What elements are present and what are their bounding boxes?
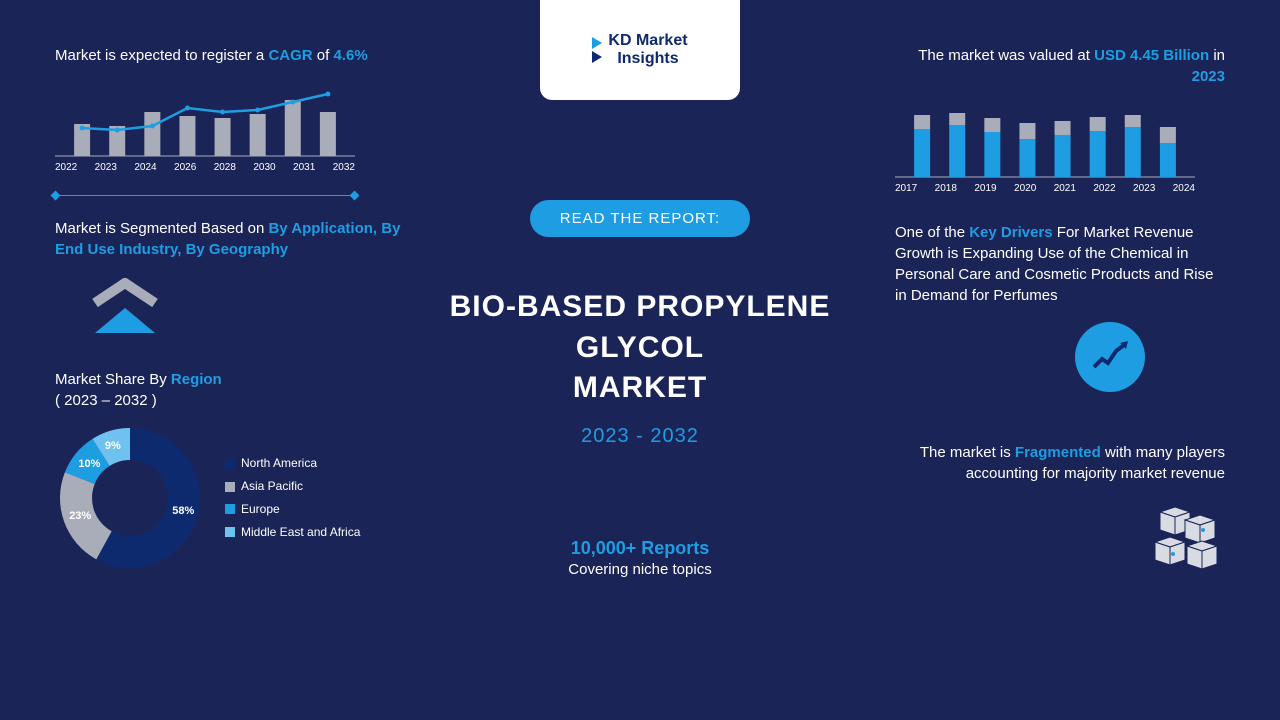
- title-line2: GLYCOL: [576, 331, 704, 364]
- seg-pre: Market is Segmented Based on: [55, 220, 268, 237]
- legend-label: Europe: [241, 498, 280, 521]
- driver-pre: One of the: [895, 224, 969, 241]
- valuation-stacked-chart: [895, 99, 1195, 179]
- reports-subtitle: Covering niche topics: [430, 561, 850, 578]
- year-label: 2024: [134, 162, 156, 173]
- logo-brand: KD Market: [608, 32, 687, 49]
- legend-item: North America: [225, 452, 360, 475]
- donut-slice-pct: 9%: [105, 440, 121, 452]
- cagr-pre: Market is expected to register a: [55, 47, 268, 64]
- logo-sub: Insights: [617, 50, 678, 67]
- donut-slice-pct: 23%: [69, 510, 91, 522]
- legend-item: Asia Pacific: [225, 475, 360, 498]
- divider: [55, 195, 355, 196]
- year-label: 2019: [974, 183, 996, 194]
- center-column: KD Market Insights READ THE REPORT: BIO-…: [430, 0, 850, 578]
- year-label: 2018: [935, 183, 957, 194]
- year-label: 2023: [95, 162, 117, 173]
- val-year: 2023: [1192, 68, 1225, 85]
- segmentation-text: Market is Segmented Based on By Applicat…: [55, 218, 405, 260]
- year-label: 2021: [1054, 183, 1076, 194]
- fragmented-block: The market is Fragmented with many playe…: [895, 442, 1225, 577]
- date-range: 2023 - 2032: [430, 425, 850, 448]
- cagr-label: CAGR: [268, 47, 312, 64]
- legend-label: Asia Pacific: [241, 475, 303, 498]
- valuation-text: The market was valued at USD 4.45 Billio…: [895, 45, 1225, 87]
- year-label: 2032: [333, 162, 355, 173]
- year-label: 2024: [1173, 183, 1195, 194]
- read-report-button[interactable]: READ THE REPORT:: [530, 200, 750, 237]
- fragmented-text: The market is Fragmented with many playe…: [895, 442, 1225, 484]
- logo-text: KD Market Insights: [608, 32, 687, 67]
- fragmented-cubes-icon: [1095, 502, 1225, 577]
- region-pre: Market Share By: [55, 371, 171, 388]
- region-block: Market Share By Region ( 2023 – 2032 ) 5…: [55, 369, 405, 573]
- year-label: 2026: [174, 162, 196, 173]
- val-mid: in: [1213, 47, 1225, 64]
- region-donut-chart: 58% 23% 10% 9%: [55, 423, 205, 573]
- legend-swatch: [225, 527, 235, 537]
- year-label: 2031: [293, 162, 315, 173]
- cagr-mid: of: [317, 47, 334, 64]
- frag-hl: Fragmented: [1015, 444, 1101, 461]
- cagr-value: 4.6%: [333, 47, 367, 64]
- driver-hl: Key Drivers: [969, 224, 1052, 241]
- reports-count: 10,000+ Reports: [430, 538, 850, 559]
- left-column: Market is expected to register a CAGR of…: [55, 45, 405, 573]
- title-line1: BIO-BASED PROPYLENE: [450, 290, 831, 323]
- year-label: 2028: [214, 162, 236, 173]
- logo-mark-icon: [592, 37, 602, 63]
- logo: KD Market Insights: [592, 32, 687, 67]
- page-title: BIO-BASED PROPYLENE GLYCOL MARKET: [430, 287, 850, 409]
- growth-trend-icon: [1075, 322, 1145, 392]
- region-range: ( 2023 – 2032 ): [55, 392, 157, 409]
- logo-card: KD Market Insights: [540, 0, 740, 100]
- cagr-bar-line-chart: [55, 78, 355, 158]
- region-hl: Region: [171, 371, 222, 388]
- legend-swatch: [225, 459, 235, 469]
- year-label: 2020: [1014, 183, 1036, 194]
- region-title: Market Share By Region ( 2023 – 2032 ): [55, 369, 405, 411]
- legend-label: North America: [241, 452, 317, 475]
- valuation-chart-labels: 2017 2018 2019 2020 2021 2022 2023 2024: [895, 183, 1195, 194]
- cagr-text: Market is expected to register a CAGR of…: [55, 45, 405, 66]
- year-label: 2030: [253, 162, 275, 173]
- donut-slice-pct: 58%: [172, 505, 194, 517]
- right-column: The market was valued at USD 4.45 Billio…: [895, 45, 1225, 577]
- legend-swatch: [225, 482, 235, 492]
- segmentation-arrow-icon: [85, 278, 405, 343]
- val-hl: USD 4.45 Billion: [1094, 47, 1209, 64]
- year-label: 2023: [1133, 183, 1155, 194]
- year-label: 2017: [895, 183, 917, 194]
- year-label: 2022: [1093, 183, 1115, 194]
- legend-item: Europe: [225, 498, 360, 521]
- donut-slice-pct: 10%: [78, 458, 100, 470]
- donut-wrap: 58% 23% 10% 9% North AmericaAsia PacificEur…: [55, 423, 405, 573]
- val-pre: The market was valued at: [918, 47, 1094, 64]
- legend-swatch: [225, 504, 235, 514]
- legend-label: Middle East and Africa: [241, 521, 360, 544]
- frag-pre: The market is: [920, 444, 1015, 461]
- year-label: 2022: [55, 162, 77, 173]
- legend-item: Middle East and Africa: [225, 521, 360, 544]
- region-legend: North AmericaAsia PacificEuropeMiddle Ea…: [225, 452, 360, 543]
- title-line3: MARKET: [573, 371, 707, 404]
- cagr-chart-labels: 2022 2023 2024 2026 2028 2030 2031 2032: [55, 162, 355, 173]
- driver-text: One of the Key Drivers For Market Revenu…: [895, 222, 1225, 306]
